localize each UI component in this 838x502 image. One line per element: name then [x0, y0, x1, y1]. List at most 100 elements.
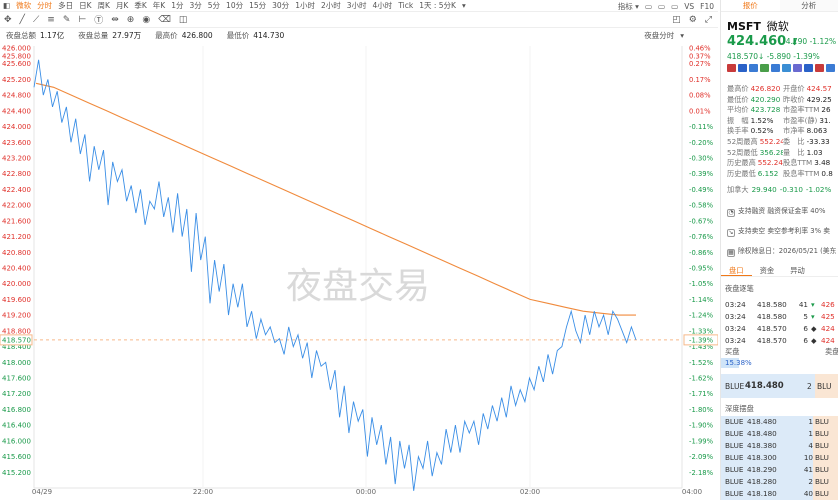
- top-right-3[interactable]: ▭: [671, 2, 678, 11]
- fullscreen-icon[interactable]: ⤢: [705, 15, 712, 25]
- period-9[interactable]: 3分: [186, 0, 204, 11]
- lock-icon[interactable]: ⊕: [123, 15, 139, 25]
- trade-price: 418.580: [757, 312, 797, 321]
- pct-tick-label: -1.24%: [689, 312, 714, 320]
- period-8[interactable]: 1分: [168, 0, 186, 11]
- settings-icon[interactable]: ⚙: [689, 15, 697, 25]
- top-right-2[interactable]: ▭: [658, 2, 665, 11]
- period-7[interactable]: 年K: [150, 0, 168, 11]
- trash-icon[interactable]: ⌫: [154, 15, 175, 25]
- badge-icon-4[interactable]: [771, 64, 780, 72]
- period-18[interactable]: Tick: [395, 1, 416, 10]
- period-15[interactable]: 2小时: [318, 0, 344, 11]
- depth-price: 418.300: [747, 453, 797, 462]
- badge-icon-1[interactable]: [738, 64, 747, 72]
- period-10[interactable]: 5分: [205, 0, 223, 11]
- badge-icon-9[interactable]: [826, 64, 835, 72]
- tab-funds[interactable]: 资金: [752, 265, 783, 276]
- period-2[interactable]: 多日: [55, 0, 76, 11]
- buy-ratio-bar: 15.38%: [721, 358, 838, 368]
- stat-value: 426.820: [751, 84, 781, 93]
- tab-movers[interactable]: 异动: [782, 265, 813, 276]
- tab-analysis[interactable]: 分析: [780, 0, 838, 11]
- stat-value: 423.728: [751, 105, 781, 114]
- period-12[interactable]: 15分: [246, 0, 269, 11]
- y-tick-label: 418.000: [2, 359, 31, 367]
- quote-panel: 报价 分析 MSFT 微软 424.460 ⬇ -4.790 -1.12% 41…: [720, 0, 838, 500]
- period-4[interactable]: 周K: [95, 0, 113, 11]
- top-right-5[interactable]: F10: [700, 2, 714, 11]
- y-tick-label: 415.200: [2, 469, 31, 477]
- period-11[interactable]: 10分: [223, 0, 246, 11]
- line-draw-icon[interactable]: ╱: [16, 15, 29, 25]
- ruler-icon[interactable]: ⊢: [74, 15, 90, 25]
- tab-book[interactable]: 盘口: [721, 265, 752, 276]
- top-right-0[interactable]: 指标 ▾: [618, 1, 639, 12]
- margin-note: ◔支持融资 融资保证金率 40%: [727, 205, 825, 217]
- period-17[interactable]: 4小时: [370, 0, 396, 11]
- stat-key: 换手率: [727, 126, 749, 135]
- trade-side: 426: [821, 300, 838, 309]
- period-14[interactable]: 1小时: [292, 0, 318, 11]
- top-bid-row[interactable]: BLUE 418.480 2 BLU: [721, 374, 838, 398]
- period-3[interactable]: 日K: [76, 0, 94, 11]
- badge-icon-8[interactable]: [815, 64, 824, 72]
- tab-quote[interactable]: 报价: [721, 0, 780, 11]
- stat-key: 股息率TTM: [783, 169, 819, 178]
- depth-ex: BLUE: [725, 417, 747, 426]
- stat-key: 52周最高: [727, 137, 758, 146]
- pct-tick-label: -0.95%: [689, 264, 714, 272]
- y-tick-label: 425.200: [2, 76, 31, 84]
- y-tick-label: 419.600: [2, 296, 31, 304]
- session-label[interactable]: 夜盘分时: [644, 30, 674, 41]
- period-0[interactable]: 微软: [13, 0, 34, 11]
- period-dropdown-icon[interactable]: ▾: [459, 1, 469, 10]
- top-right-4[interactable]: VS: [684, 2, 694, 11]
- camera-icon[interactable]: ◰: [672, 15, 681, 25]
- eye-icon[interactable]: ◉: [138, 15, 154, 25]
- segment-icon[interactable]: ⟋: [29, 15, 43, 25]
- period-5[interactable]: 月K: [113, 0, 131, 11]
- trade-price: 418.570: [757, 336, 797, 345]
- badge-icon-5[interactable]: [782, 64, 791, 72]
- depth-price: 418.480: [747, 417, 797, 426]
- badge-icon-3[interactable]: [760, 64, 769, 72]
- pen-icon[interactable]: ✎: [59, 15, 75, 25]
- period-6[interactable]: 季K: [131, 0, 149, 11]
- y-tick-label: 424.000: [2, 123, 31, 131]
- measure-icon[interactable]: ⇹: [107, 15, 123, 25]
- period-16[interactable]: 3小时: [344, 0, 370, 11]
- period-13[interactable]: 30分: [269, 0, 292, 11]
- badge-icon-6[interactable]: [793, 64, 802, 72]
- badge-icon-7[interactable]: [804, 64, 813, 72]
- stat-value: 424.57: [807, 84, 832, 93]
- depth-price: 418.280: [747, 477, 797, 486]
- top-right-1[interactable]: ▭: [645, 2, 652, 11]
- chevron-down-icon[interactable]: ▾: [680, 31, 684, 40]
- period-1[interactable]: 分时: [34, 0, 55, 11]
- badge-icon-2[interactable]: [749, 64, 758, 72]
- crosshair-icon[interactable]: ✥: [0, 15, 16, 25]
- layers-icon[interactable]: ◫: [175, 15, 192, 25]
- text-tool-icon[interactable]: Ⓣ: [90, 13, 107, 26]
- panel-toggle-icon[interactable]: ◧: [0, 1, 13, 10]
- badge-icon-0[interactable]: [727, 64, 736, 72]
- fib-icon[interactable]: ≡: [43, 15, 59, 25]
- period-19[interactable]: 1天 : 5分K: [416, 0, 459, 11]
